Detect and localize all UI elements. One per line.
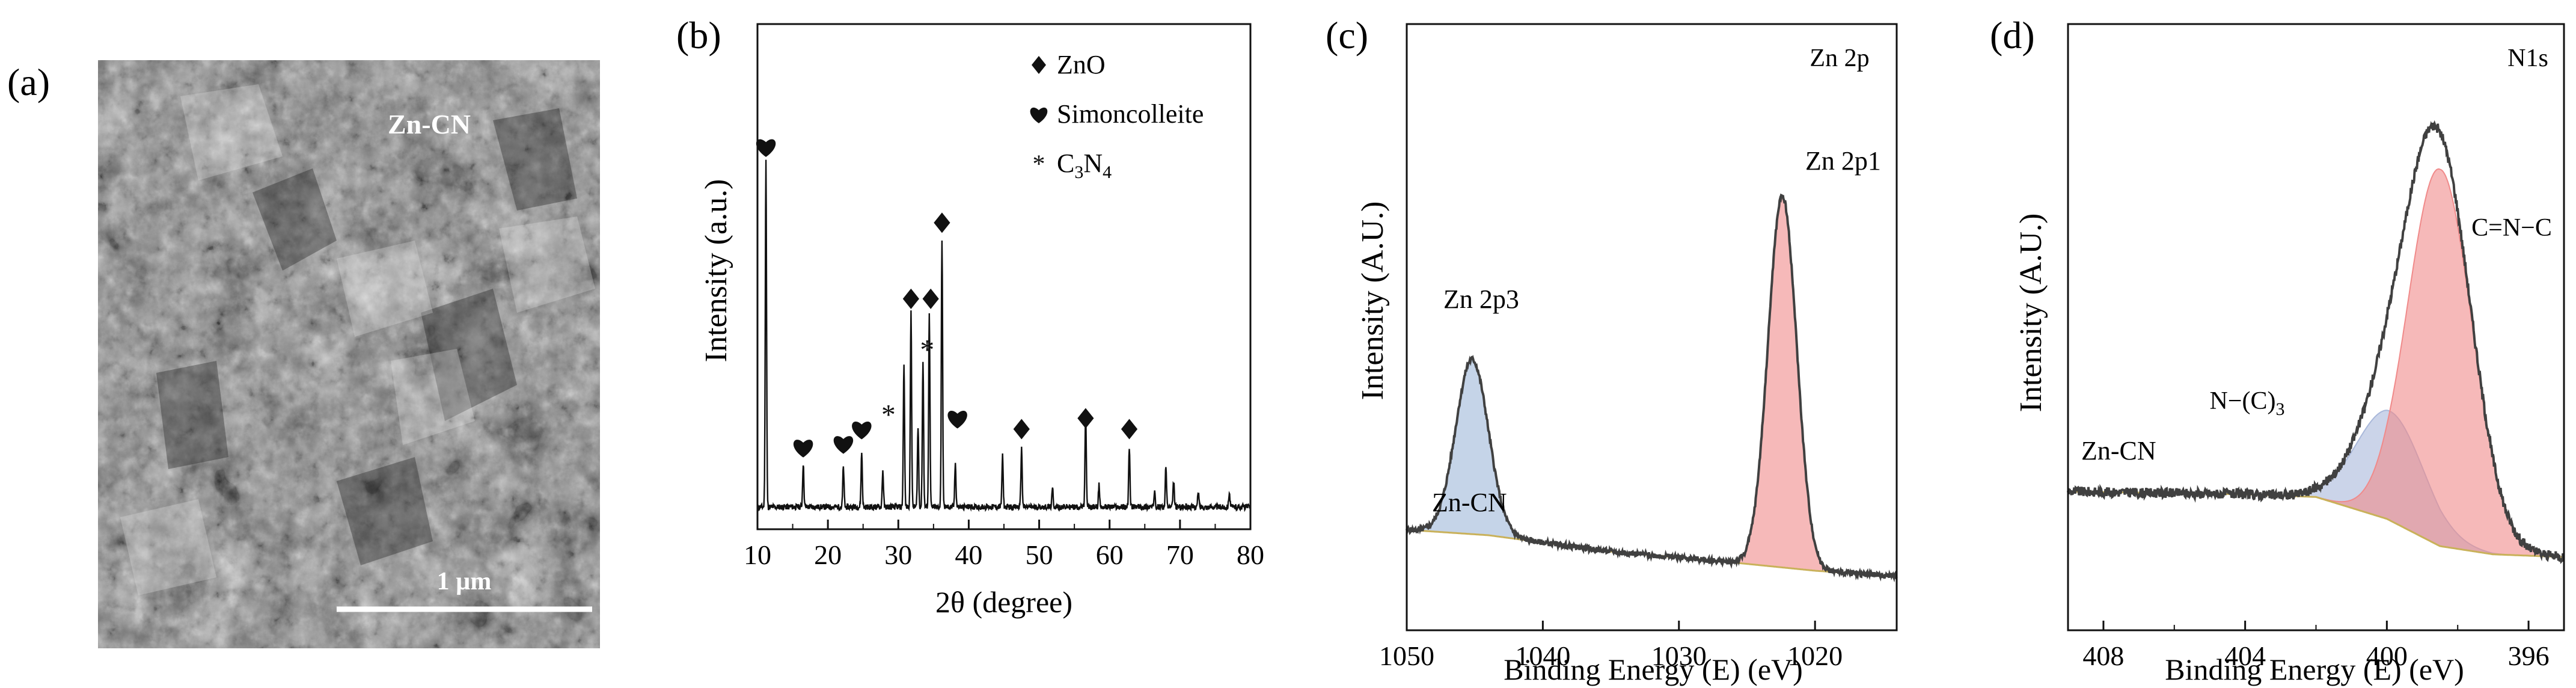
xrd-legend-label: ZnO — [1057, 50, 1106, 79]
panel-a-label: (a) — [7, 61, 50, 103]
n1s-nc3-sub: 3 — [2276, 399, 2285, 419]
znp-plot-area — [1406, 193, 1898, 583]
xrd-peak-marker-diamond — [1077, 408, 1094, 429]
scale-bar-label: 1 µm — [437, 568, 492, 595]
xrd-peak-marker-heart — [947, 410, 967, 429]
n1s-sample-label: Zn-CN — [2081, 436, 2156, 465]
panel-d-label: (d) — [1990, 14, 2035, 57]
xrd-peak-marker-heart — [852, 422, 872, 440]
n1s-xtick-label: 396 — [2508, 640, 2550, 671]
panel-a: (a) Zn-CN 1 µm — [7, 60, 600, 648]
xrd-line — [756, 159, 1252, 512]
n1s-xtick-label: 400 — [2366, 640, 2408, 671]
n1s-nc3-main: N−(C) — [2209, 387, 2275, 415]
xrd-legend-symbol-heart — [1030, 107, 1048, 123]
znp-xtick-label: 1050 — [1379, 640, 1434, 671]
n1s-nc3-label: N−(C)3 — [2209, 387, 2284, 419]
xrd-xtick-label: 10 — [744, 539, 771, 570]
xrd-xtick-label: 40 — [955, 539, 982, 570]
n1s-xtick-label: 404 — [2224, 640, 2266, 671]
xrd-peak-marker-diamond — [1121, 419, 1138, 440]
xrd-xtick-label: 60 — [1096, 539, 1124, 570]
znp-ylabel-group: Intensity (A.U.) — [1356, 201, 1390, 401]
n1s-ylabel-group: Intensity (A.U.) — [2014, 213, 2048, 413]
xrd-xticks: 10 20 30 40 50 60 70 80 — [744, 520, 1264, 570]
n1s-xtick-label: 408 — [2082, 640, 2124, 671]
xrd-xtick-label: 50 — [1026, 539, 1053, 570]
panel-b-label: (b) — [676, 14, 721, 57]
xrd-peak-marker-star: * — [881, 400, 896, 431]
xrd-xtick-label: 70 — [1166, 539, 1194, 570]
znp-raw-line — [1406, 193, 1898, 583]
sem-sample-label: Zn-CN — [388, 109, 471, 140]
znp-frame — [1406, 23, 1898, 631]
znp-xlabel: Binding Energy (E) (eV) — [1504, 653, 1803, 686]
n1s-title: N1s — [2507, 45, 2548, 72]
znp-xtick-label: 1040 — [1515, 640, 1570, 671]
xrd-peak-marker-heart — [793, 440, 813, 458]
xrd-ylabel: Intensity (a.u.) — [699, 179, 733, 363]
znp-p3-label: Zn 2p3 — [1443, 284, 1519, 314]
xrd-xtick-label: 20 — [814, 539, 842, 570]
xrd-peak-marker-diamond — [922, 288, 939, 309]
xrd-legend-symbol-diamond — [1032, 56, 1046, 74]
xrd-xlabel: 2θ (degree) — [935, 585, 1072, 619]
n1s-plot-area — [2067, 120, 2565, 564]
xrd-plot-area: ** — [756, 139, 1252, 512]
xrd-legend: ZnO Simoncolleite * C3N4 — [1030, 50, 1204, 182]
znp-title: Zn 2p — [1810, 45, 1869, 72]
xrd-peak-marker-diamond — [934, 212, 950, 233]
xrd-peak-marker-star: * — [920, 334, 934, 366]
xrd-xtick-label: 80 — [1237, 539, 1264, 570]
znp-xtick-label: 1020 — [1787, 640, 1843, 671]
sem-image — [98, 60, 600, 648]
panel-c: (c) Intensity (A.U.) 1050 1040 1030 1020 Bi… — [1326, 14, 1898, 686]
n1s-xlabel: Binding Energy (E) (eV) — [2165, 653, 2464, 686]
xrd-ylabel-group: Intensity (a.u.) — [699, 179, 733, 363]
panel-c-label: (c) — [1326, 14, 1368, 57]
n1s-cnc-label: C=N−C — [2471, 214, 2552, 242]
panel-b: (b) Intensity (a.u.) ** 10 20 30 40 50 60 70 80… — [676, 14, 1264, 619]
znp-sample-label: Zn-CN — [1432, 488, 1507, 517]
n1s-raw-line — [2067, 120, 2565, 564]
panel-d: (d) Intensity (A.U.) 408 404 400 396 Bindin… — [1990, 14, 2565, 686]
xrd-legend-label: C3N4 — [1057, 149, 1112, 182]
znp-ylabel: Intensity (A.U.) — [1356, 201, 1390, 401]
znp-xtick-label: 1030 — [1651, 640, 1707, 671]
xrd-peak-marker-diamond — [1013, 419, 1030, 440]
znp-xticks: 1050 1040 1030 1020 — [1379, 621, 1843, 671]
n1s-ylabel: Intensity (A.U.) — [2014, 213, 2048, 413]
xrd-peak-marker-diamond — [902, 288, 919, 309]
xrd-legend-symbol-star: * — [1033, 150, 1045, 178]
xrd-peak-marker-heart — [756, 139, 776, 157]
xrd-xtick-label: 30 — [884, 539, 912, 570]
znp-fit-zn2p3 — [1406, 358, 1897, 577]
znp-p1-label: Zn 2p1 — [1805, 146, 1881, 176]
xrd-legend-label: Simoncolleite — [1057, 99, 1204, 129]
n1s-xticks: 408 404 400 396 — [2082, 621, 2550, 671]
xrd-peak-marker-heart — [833, 436, 854, 454]
